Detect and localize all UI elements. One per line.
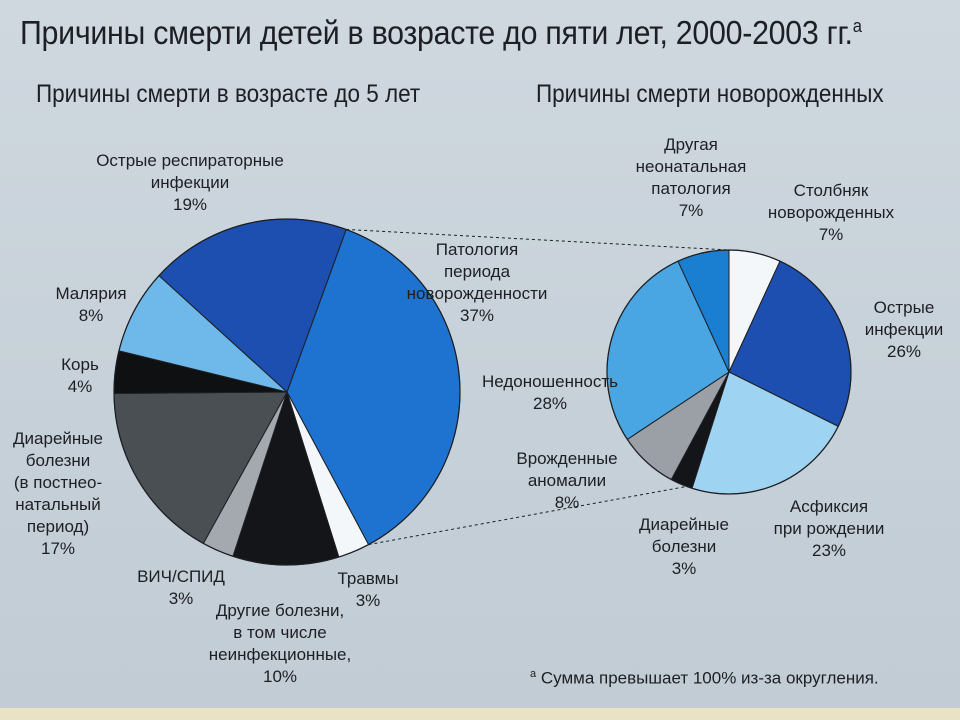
label-other-neonatal: Другая неонатальная патология 7% [635, 135, 747, 220]
right-pie-outline [606, 249, 852, 495]
label-diarrhoeal-newborn: Диарейные болезни 3% [639, 515, 729, 578]
label-diarrhoeal-diseases: Диарейные болезни (в постнео- натальный … [13, 429, 103, 558]
pie-under-five [113, 218, 461, 566]
pie-newborn [606, 249, 852, 495]
label-tetanus: Столбняк новoрожденных 7% [767, 181, 895, 244]
label-measles: Корь 4% [61, 355, 99, 396]
label-hiv-aids: ВИЧ/СПИД 3% [137, 567, 225, 608]
bottom-strip [0, 708, 960, 720]
connector-bottom [368, 485, 690, 546]
label-malaria: Малярия 8% [55, 284, 127, 325]
label-acute-infections: Острые инфекции 26% [864, 298, 944, 361]
label-prematurity: Недоношенность 28% [481, 372, 619, 413]
connector-top [346, 228, 730, 251]
page-title: Причины смерти детей в возрасте до пяти … [20, 14, 862, 51]
label-asphyxia: Асфиксия при рождении 23% [773, 497, 885, 560]
right-chart-title: Причины смерти новорожденных [536, 80, 884, 108]
connector-lines [346, 228, 730, 546]
left-pie-outline [113, 218, 461, 566]
label-acute-respiratory: Острые респираторные инфекции 19% [96, 151, 284, 214]
label-congenital-anomalies: Врожденные аномалии 8% [516, 449, 618, 512]
label-neonatal-pathology: Патология периода новoрожденности 37% [406, 240, 548, 325]
footnote: a Сумма превышает 100% из-за округления. [530, 668, 879, 688]
label-other-diseases: Другие болезни, в том числе неинфекционн… [208, 601, 352, 686]
label-injuries: Травмы 3% [337, 569, 399, 610]
left-chart-title: Причины смерти в возрасте до 5 лет [36, 80, 421, 108]
